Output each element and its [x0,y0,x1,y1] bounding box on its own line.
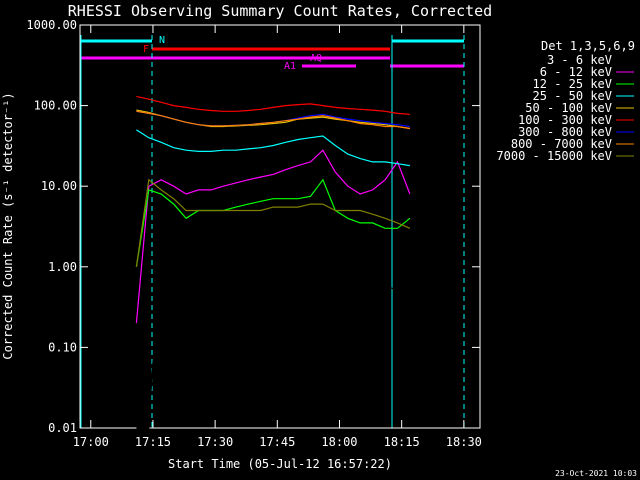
x-tick-label: 18:15 [384,435,420,449]
series-line [136,227,411,429]
legend-label: 6 - 12 keV [540,65,612,79]
series-line [136,95,410,115]
x-tick-label: 17:30 [197,435,233,449]
x-tick-label: 17:00 [73,435,109,449]
legend-title: Det 1,3,5,6,9 [541,39,635,53]
series-line [136,110,410,130]
legend-label: 300 - 800 keV [518,125,612,139]
series-line [135,178,411,267]
legend-label: 100 - 300 keV [518,113,612,127]
series-line [136,129,410,167]
series-line [135,178,411,267]
x-axis-label: Start Time (05-Jul-12 16:57:22) [168,457,392,471]
chart-title: RHESSI Observing Summary Count Rates, Co… [68,2,492,20]
y-axis-label: Corrected Count Rate (s⁻¹ detector⁻¹) [1,92,15,359]
legend-label: 7000 - 15000 keV [496,149,612,163]
annotation: N [159,35,165,46]
x-tick-label: 17:45 [259,435,295,449]
annotation: F [143,44,149,55]
x-tick-label: 18:30 [446,435,482,449]
y-tick-label: 1.00 [48,260,77,274]
y-tick-label: 0.10 [48,340,77,354]
y-tick-label: 100.00 [34,99,77,113]
legend-label: 12 - 25 keV [533,77,612,91]
series-line [135,149,411,324]
y-tick-label: 0.01 [48,421,77,435]
y-tick-label: 1000.00 [26,18,77,32]
x-tick-label: 17:15 [135,435,171,449]
annotation: A1 [284,61,296,72]
legend-label: 3 - 6 keV [547,53,612,67]
legend-label: 25 - 50 keV [533,89,612,103]
legend-label: 800 - 7000 keV [511,137,612,151]
x-tick-label: 18:00 [321,435,357,449]
y-tick-label: 10.00 [41,179,77,193]
footer: 23-Oct-2021 10:03 [555,469,637,478]
plot-frame [79,24,481,429]
legend-label: 50 - 100 keV [525,101,612,115]
annotation: AQ [310,53,322,64]
